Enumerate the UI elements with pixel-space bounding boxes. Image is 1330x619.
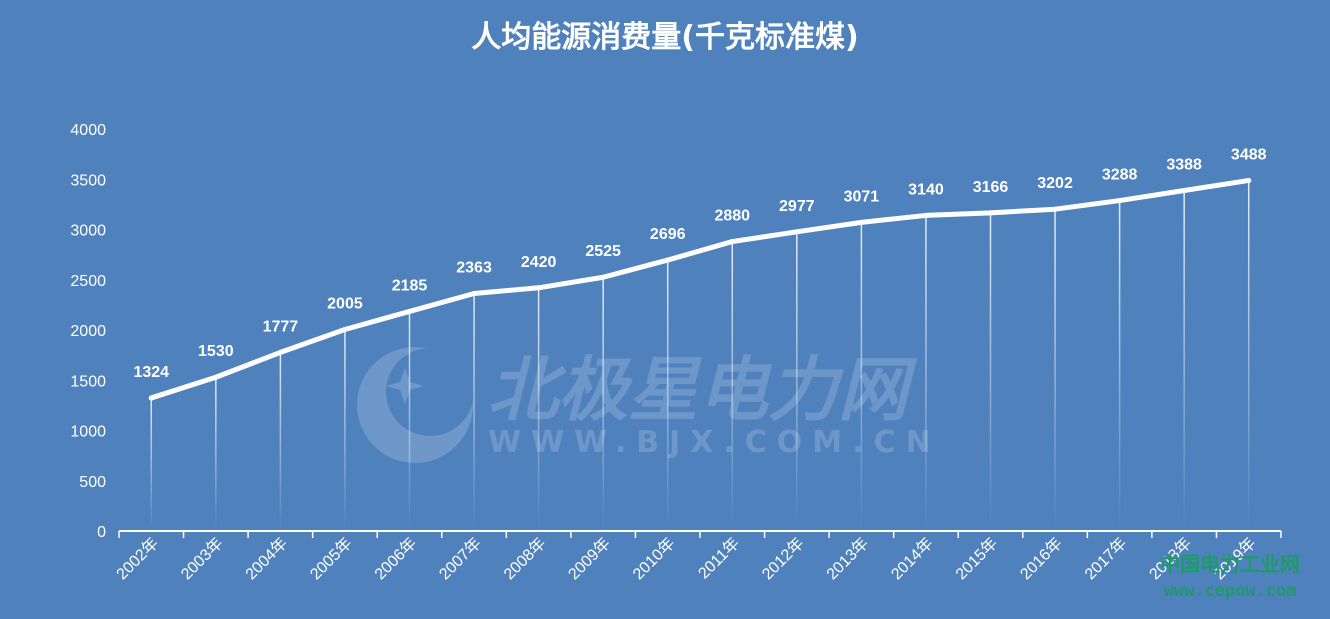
- drop-line: [1247, 180, 1250, 531]
- data-label: 3388: [1166, 157, 1202, 174]
- drop-line: [989, 212, 992, 531]
- drop-line: [215, 377, 217, 531]
- x-tick-label: 2013年: [823, 534, 872, 583]
- data-label: 2363: [456, 260, 492, 277]
- drop-line: [1054, 209, 1056, 531]
- data-label: 2005: [327, 295, 363, 312]
- drop-line: [796, 231, 798, 531]
- x-tick-label: 2010年: [629, 534, 678, 583]
- drop-line: [731, 241, 734, 531]
- data-label: 3202: [1037, 175, 1073, 192]
- data-point: [536, 285, 542, 291]
- data-label: 1530: [198, 343, 234, 360]
- x-tick-label: 2004年: [242, 534, 291, 583]
- watermark-main: 北极星电力网 WWW.BJX.COM.CN: [357, 347, 941, 463]
- data-label: 1324: [133, 364, 169, 381]
- series-group: [148, 177, 1252, 401]
- data-point: [600, 274, 606, 280]
- drop-line: [279, 352, 282, 531]
- drop-line: [344, 329, 346, 531]
- y-tick-label: 2000: [70, 323, 106, 340]
- drop-line: [408, 311, 411, 531]
- y-tick-label: 500: [79, 474, 106, 491]
- data-point: [277, 349, 283, 355]
- x-tick-label: 2015年: [952, 534, 1001, 583]
- x-tick-label: 2012年: [758, 534, 807, 583]
- y-tick-label: 2500: [70, 273, 106, 290]
- data-label: 2525: [585, 243, 621, 260]
- drop-line: [666, 260, 669, 531]
- x-tick-label: 2003年: [177, 534, 226, 583]
- watermark-corner: 中国电力工业网 www.cepow.com: [1160, 552, 1300, 601]
- data-label: 3140: [908, 181, 944, 198]
- x-tick-label: 2009年: [565, 534, 614, 583]
- series-line: [148, 177, 1252, 401]
- watermark-corner-url: www.cepow.com: [1163, 581, 1296, 601]
- data-point: [407, 308, 412, 314]
- x-tick-label: 2011年: [695, 534, 743, 582]
- data-label: 2185: [392, 277, 428, 294]
- drop-line: [860, 222, 863, 531]
- chart-title: 人均能源消费量(千克标准煤): [471, 20, 858, 55]
- data-point: [342, 326, 348, 332]
- watermark-main-text: 北极星电力网: [488, 349, 918, 431]
- data-label: 3166: [973, 179, 1009, 196]
- data-point: [1117, 198, 1123, 204]
- x-tick-label: 2016年: [1017, 534, 1066, 583]
- y-tick-label: 1000: [70, 424, 106, 441]
- data-point: [471, 291, 477, 297]
- watermark-corner-text: 中国电力工业网: [1160, 552, 1300, 576]
- y-tick-label: 3500: [70, 172, 106, 189]
- data-point: [1246, 177, 1252, 183]
- data-label: 3071: [844, 188, 880, 205]
- data-label: 2880: [714, 208, 750, 225]
- x-tick-label: 2008年: [500, 534, 549, 583]
- data-label: 3488: [1231, 146, 1267, 163]
- y-tick-label: 1500: [70, 373, 106, 390]
- data-point: [213, 374, 219, 380]
- data-point: [794, 229, 800, 235]
- drop-line: [1118, 200, 1121, 531]
- data-point: [148, 395, 154, 401]
- data-point: [988, 210, 993, 216]
- drop-lines-group: [150, 180, 1250, 532]
- drop-line: [150, 397, 153, 531]
- y-tick-label: 4000: [70, 122, 106, 139]
- x-axis: 2002年 2003年 2004年 2005年 2006年 2007年 2008年 2009年…: [113, 530, 1282, 583]
- data-label: 1777: [263, 318, 299, 335]
- data-labels-group: 1324 1530 1777 2005 2185 2363 2420 2525 2696 2880…: [133, 146, 1266, 380]
- drop-line: [473, 293, 475, 531]
- y-tick-label: 3000: [70, 223, 106, 240]
- y-axis: 0 500 1000 1500 2000 2500 3000 3500 4000: [70, 122, 106, 541]
- data-label: 2696: [650, 226, 686, 243]
- x-tick-label: 2005年: [307, 534, 356, 583]
- data-point: [665, 257, 671, 263]
- watermark-main-url: WWW.BJX.COM.CN: [488, 425, 941, 460]
- data-label: 2977: [779, 198, 815, 215]
- y-tick-label: 0: [97, 524, 106, 541]
- drop-line: [925, 215, 927, 531]
- drop-line: [602, 277, 604, 531]
- x-tick-label: 2006年: [371, 534, 420, 583]
- star-logo-icon: [357, 347, 474, 463]
- data-point: [858, 219, 864, 225]
- x-tick-label: 2007年: [436, 534, 485, 583]
- data-point: [729, 239, 735, 245]
- x-tick-label: 2017年: [1081, 534, 1130, 583]
- x-tick-label: 2014年: [888, 534, 937, 583]
- data-point: [923, 212, 929, 218]
- x-tick-label: 2002年: [113, 534, 162, 583]
- drop-line: [537, 287, 540, 531]
- data-point: [1181, 188, 1187, 194]
- data-label: 3288: [1102, 167, 1138, 184]
- data-label: 2420: [521, 254, 557, 271]
- drop-line: [1183, 190, 1185, 532]
- data-point: [1052, 206, 1058, 212]
